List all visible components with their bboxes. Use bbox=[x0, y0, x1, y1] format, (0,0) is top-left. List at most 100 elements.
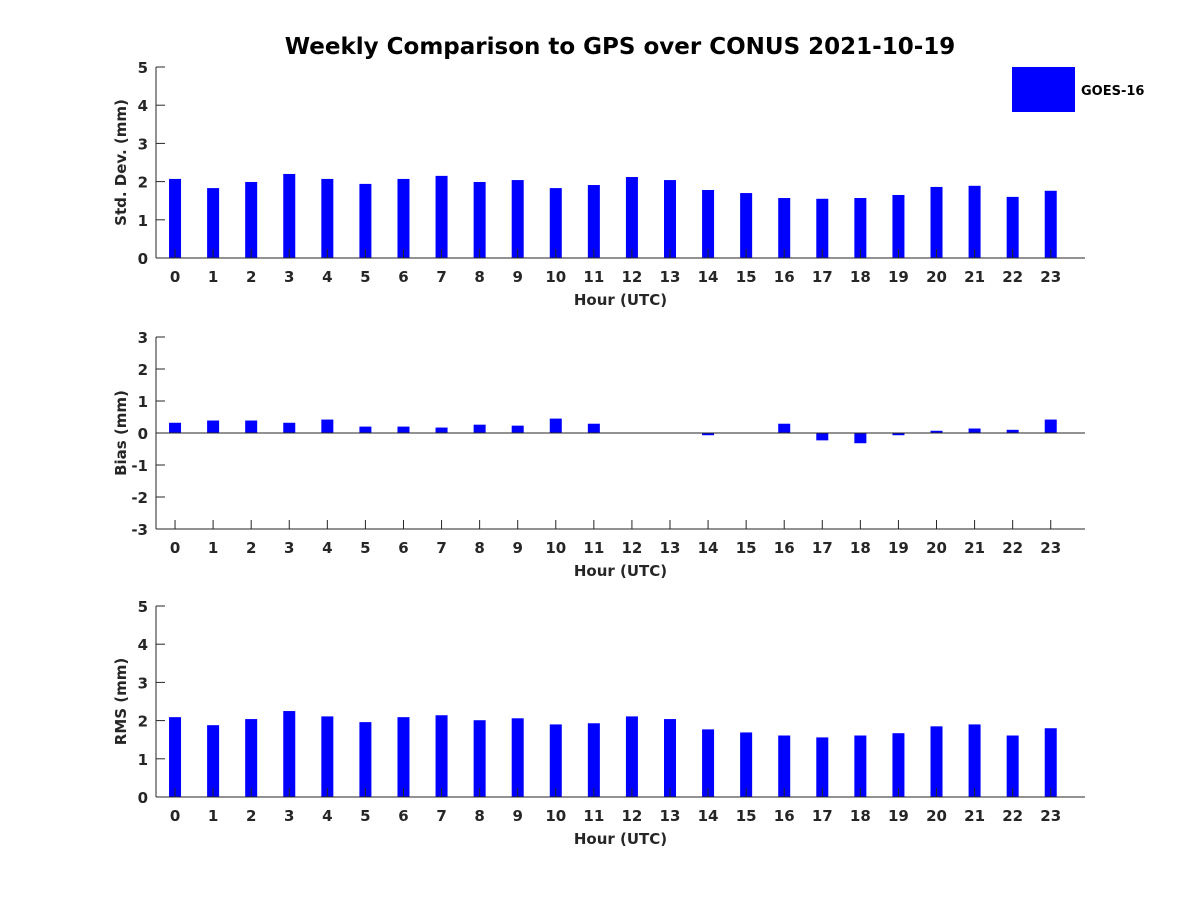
y-axis-label: Bias (mm) bbox=[112, 390, 130, 476]
y-tick-label: 1 bbox=[138, 212, 148, 230]
x-tick-label: 16 bbox=[774, 539, 795, 557]
x-tick-label: 21 bbox=[964, 539, 985, 557]
x-tick-label: 6 bbox=[398, 807, 408, 825]
bar bbox=[283, 711, 296, 797]
x-tick-label: 4 bbox=[322, 268, 332, 286]
bar bbox=[702, 190, 715, 258]
y-tick-label: 5 bbox=[138, 59, 148, 77]
x-tick-label: 14 bbox=[698, 539, 719, 557]
x-axis-label: Hour (UTC) bbox=[574, 291, 667, 309]
y-tick-label: 3 bbox=[138, 329, 148, 347]
x-tick-label: 11 bbox=[583, 807, 604, 825]
x-tick-label: 18 bbox=[850, 539, 871, 557]
x-tick-label: 15 bbox=[736, 268, 757, 286]
bar bbox=[816, 737, 829, 797]
legend: GOES-16 bbox=[1012, 67, 1144, 112]
x-tick-label: 19 bbox=[888, 539, 909, 557]
x-tick-label: 12 bbox=[621, 807, 642, 825]
bar bbox=[283, 173, 296, 258]
x-tick-label: 0 bbox=[170, 268, 180, 286]
bar bbox=[473, 424, 486, 433]
x-tick-label: 1 bbox=[208, 807, 218, 825]
x-tick-label: 7 bbox=[436, 807, 446, 825]
x-tick-label: 7 bbox=[436, 539, 446, 557]
bar bbox=[892, 433, 905, 436]
x-tick-label: 17 bbox=[812, 268, 833, 286]
x-tick-label: 3 bbox=[284, 539, 294, 557]
bar bbox=[473, 720, 486, 797]
bar bbox=[1006, 429, 1019, 433]
x-tick-label: 4 bbox=[322, 539, 332, 557]
x-tick-label: 2 bbox=[246, 539, 256, 557]
x-tick-label: 3 bbox=[284, 268, 294, 286]
x-tick-label: 0 bbox=[170, 539, 180, 557]
y-tick-label: 4 bbox=[138, 97, 148, 115]
bar bbox=[435, 715, 448, 797]
bar bbox=[930, 726, 943, 797]
bar bbox=[778, 735, 791, 797]
bar bbox=[397, 426, 410, 433]
x-tick-label: 21 bbox=[964, 807, 985, 825]
x-tick-label: 10 bbox=[545, 807, 566, 825]
x-tick-label: 19 bbox=[888, 807, 909, 825]
x-axis-label: Hour (UTC) bbox=[574, 830, 667, 848]
x-tick-label: 2 bbox=[246, 807, 256, 825]
x-tick-label: 23 bbox=[1040, 539, 1061, 557]
bar bbox=[1044, 419, 1057, 433]
x-tick-label: 15 bbox=[736, 807, 757, 825]
bar bbox=[625, 177, 638, 258]
x-tick-label: 17 bbox=[812, 807, 833, 825]
bar bbox=[1044, 190, 1057, 258]
bar bbox=[511, 718, 524, 797]
x-tick-label: 18 bbox=[850, 807, 871, 825]
bar bbox=[892, 733, 905, 797]
bar bbox=[283, 422, 296, 433]
x-tick-label: 9 bbox=[512, 807, 522, 825]
x-tick-label: 7 bbox=[436, 268, 446, 286]
bar bbox=[702, 729, 715, 797]
y-tick-label: 2 bbox=[138, 713, 148, 731]
x-tick-label: 9 bbox=[512, 268, 522, 286]
x-tick-label: 10 bbox=[545, 268, 566, 286]
x-tick-label: 12 bbox=[621, 268, 642, 286]
legend-swatch bbox=[1012, 67, 1075, 112]
x-tick-label: 5 bbox=[360, 268, 370, 286]
bar bbox=[625, 716, 638, 797]
y-tick-label: -2 bbox=[131, 489, 148, 507]
bar bbox=[854, 735, 867, 797]
legend-label: GOES-16 bbox=[1081, 84, 1144, 99]
x-tick-label: 11 bbox=[583, 539, 604, 557]
bar bbox=[1006, 196, 1019, 258]
bar bbox=[511, 425, 524, 433]
bar bbox=[587, 423, 600, 433]
x-tick-label: 16 bbox=[774, 807, 795, 825]
bar bbox=[854, 198, 867, 258]
bar bbox=[473, 181, 486, 258]
x-tick-label: 8 bbox=[474, 807, 484, 825]
x-tick-label: 14 bbox=[698, 807, 719, 825]
bar bbox=[587, 723, 600, 797]
bar bbox=[663, 180, 676, 258]
bar bbox=[321, 716, 334, 797]
x-tick-label: 22 bbox=[1002, 539, 1023, 557]
bar bbox=[816, 433, 829, 441]
x-tick-label: 15 bbox=[736, 539, 757, 557]
bar bbox=[778, 423, 791, 433]
x-tick-label: 23 bbox=[1040, 268, 1061, 286]
y-tick-label: 0 bbox=[138, 789, 148, 807]
x-tick-label: 13 bbox=[660, 268, 681, 286]
bar bbox=[169, 178, 182, 258]
x-tick-label: 21 bbox=[964, 268, 985, 286]
bar bbox=[321, 419, 334, 433]
x-tick-label: 5 bbox=[360, 807, 370, 825]
y-tick-label: -3 bbox=[131, 521, 148, 539]
y-tick-label: 1 bbox=[138, 393, 148, 411]
bar bbox=[968, 428, 981, 433]
y-tick-label: 2 bbox=[138, 174, 148, 192]
bar bbox=[587, 185, 600, 258]
x-tick-label: 0 bbox=[170, 807, 180, 825]
x-tick-label: 20 bbox=[926, 268, 947, 286]
